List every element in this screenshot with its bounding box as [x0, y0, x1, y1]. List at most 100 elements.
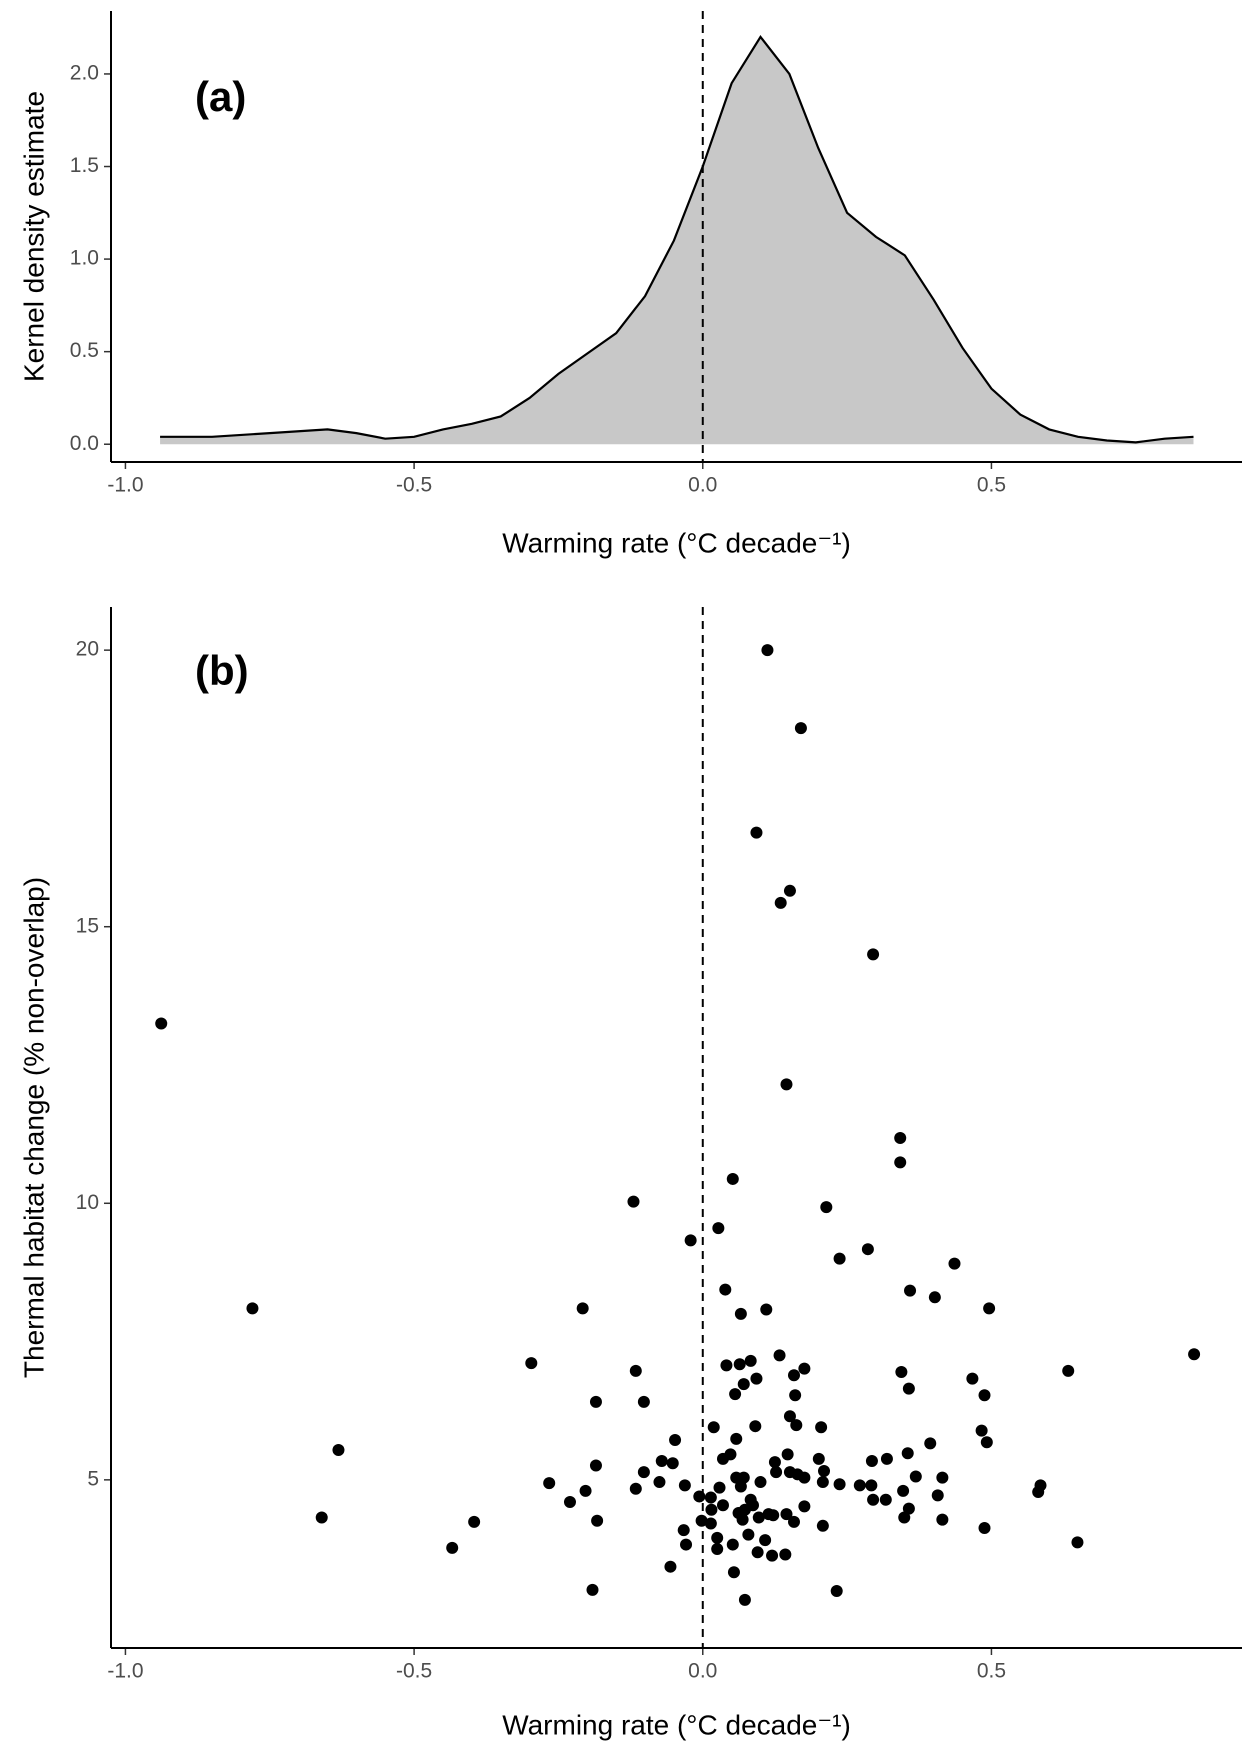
- point: [783, 884, 796, 897]
- point: [737, 1378, 750, 1391]
- point: [749, 1420, 762, 1433]
- point: [780, 1078, 793, 1091]
- point: [790, 1419, 803, 1432]
- point: [653, 1476, 666, 1489]
- point: [716, 1499, 729, 1512]
- point: [752, 1511, 765, 1524]
- point: [591, 1514, 604, 1527]
- point: [707, 1421, 720, 1434]
- point: [936, 1513, 949, 1526]
- point: [589, 1459, 602, 1472]
- point: [734, 1307, 747, 1320]
- point: [928, 1291, 941, 1304]
- point: [879, 1493, 892, 1506]
- y-tick-label: 1.5: [70, 154, 99, 177]
- x-axis-title: Warming rate (°C decade⁻¹): [502, 1709, 851, 1740]
- point: [815, 1421, 828, 1434]
- point: [678, 1479, 691, 1492]
- y-tick-label: 20: [76, 638, 99, 661]
- point: [446, 1541, 459, 1554]
- point: [978, 1521, 991, 1534]
- point: [720, 1359, 733, 1372]
- point: [975, 1424, 988, 1437]
- point: [787, 1369, 800, 1382]
- x-tick-label: -1.0: [107, 1660, 143, 1683]
- point: [750, 826, 763, 839]
- point: [705, 1503, 718, 1516]
- point: [924, 1437, 937, 1450]
- point: [586, 1583, 599, 1596]
- point: [867, 948, 880, 961]
- point: [783, 1410, 796, 1423]
- point: [902, 1382, 915, 1395]
- point: [733, 1358, 746, 1371]
- point: [576, 1302, 589, 1315]
- point: [798, 1471, 811, 1484]
- y-tick-label: 0.5: [70, 339, 99, 362]
- point: [897, 1484, 910, 1497]
- x-tick-label: -1.0: [107, 474, 143, 497]
- x-tick-label: 0.5: [977, 474, 1006, 497]
- point: [978, 1389, 991, 1402]
- point: [315, 1511, 328, 1524]
- point: [789, 1389, 802, 1402]
- point: [759, 1534, 772, 1547]
- x-tick-label: 0.0: [688, 474, 717, 497]
- point: [894, 1156, 907, 1169]
- point: [734, 1480, 747, 1493]
- x-tick-label: -0.5: [396, 474, 432, 497]
- point: [833, 1478, 846, 1491]
- point: [744, 1354, 757, 1367]
- y-tick-label: 2.0: [70, 61, 99, 84]
- point: [861, 1243, 874, 1256]
- point: [770, 1466, 783, 1479]
- point: [909, 1470, 922, 1483]
- point: [773, 1349, 786, 1362]
- point: [779, 1548, 792, 1561]
- point: [712, 1222, 725, 1235]
- point: [726, 1538, 739, 1551]
- point: [865, 1479, 878, 1492]
- point: [853, 1479, 866, 1492]
- point: [751, 1546, 764, 1559]
- point: [719, 1283, 732, 1296]
- point: [727, 1566, 740, 1579]
- point: [627, 1195, 640, 1208]
- density-area: [160, 36, 1194, 445]
- point: [742, 1528, 755, 1541]
- point: [669, 1434, 682, 1447]
- panel-label: (a): [195, 73, 246, 120]
- point: [898, 1511, 911, 1524]
- point: [637, 1466, 650, 1479]
- point: [563, 1495, 576, 1508]
- point: [936, 1471, 949, 1484]
- y-tick-label: 5: [87, 1467, 99, 1490]
- y-tick-label: 15: [76, 914, 99, 937]
- point: [468, 1515, 481, 1528]
- point: [695, 1514, 708, 1527]
- point: [931, 1489, 944, 1502]
- point: [895, 1365, 908, 1378]
- point: [766, 1549, 779, 1562]
- point: [543, 1477, 556, 1490]
- point: [729, 1388, 742, 1401]
- density-line: [160, 35, 1194, 444]
- point: [820, 1201, 833, 1214]
- point: [1032, 1486, 1045, 1499]
- point: [798, 1500, 811, 1513]
- x-axis-title: Warming rate (°C decade⁻¹): [502, 527, 851, 558]
- point: [332, 1443, 345, 1456]
- point: [1071, 1536, 1084, 1549]
- point: [812, 1452, 825, 1465]
- point: [787, 1515, 800, 1528]
- point: [754, 1476, 767, 1489]
- point: [867, 1493, 880, 1506]
- y-tick-label: 10: [76, 1191, 99, 1214]
- point: [983, 1302, 996, 1315]
- x-tick-label: -0.5: [396, 1660, 432, 1683]
- point: [894, 1132, 907, 1145]
- point: [781, 1448, 794, 1461]
- point: [865, 1455, 878, 1468]
- point: [677, 1524, 690, 1537]
